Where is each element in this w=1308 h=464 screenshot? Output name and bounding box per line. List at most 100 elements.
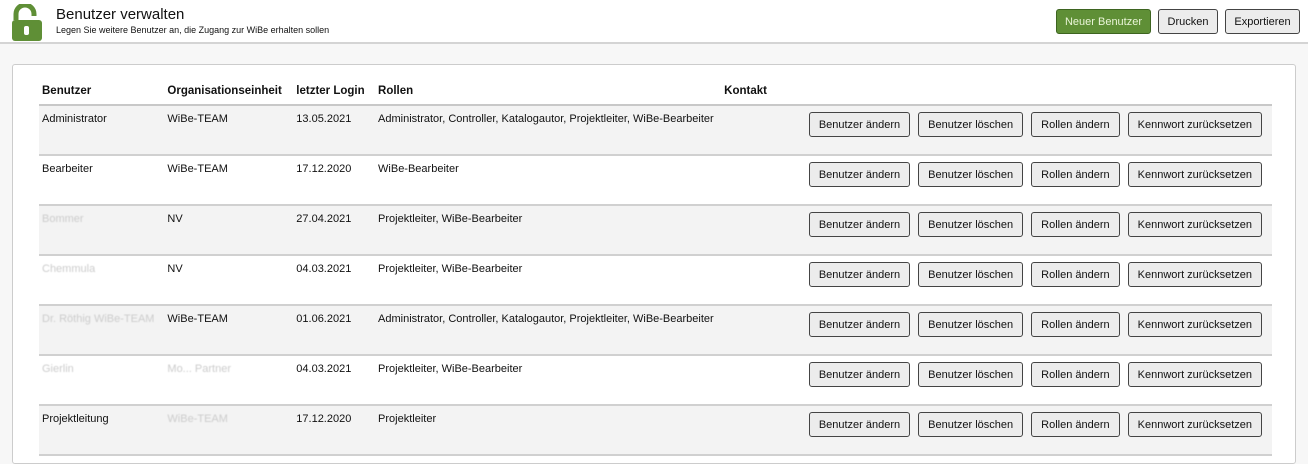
cell-contact bbox=[721, 105, 801, 156]
column-header-contact: Kontakt bbox=[721, 77, 801, 106]
cell-roles-text: Administrator, Controller, Katalogautor,… bbox=[378, 113, 714, 125]
print-button[interactable]: Drucken bbox=[1158, 9, 1218, 34]
row-actions: Benutzer ändern Benutzer löschen Rollen än… bbox=[800, 355, 1272, 406]
edit-roles-button[interactable]: Rollen ändern bbox=[1031, 212, 1120, 237]
row-actions: Benutzer ändern Benutzer löschen Rollen än… bbox=[800, 155, 1272, 206]
delete-user-button[interactable]: Benutzer löschen bbox=[918, 412, 1024, 437]
reset-password-button[interactable]: Kennwort zurücksetzen bbox=[1127, 362, 1262, 387]
cell-login-text: 13.05.2021 bbox=[296, 113, 352, 125]
cell-roles: Projektleiter bbox=[375, 405, 722, 456]
cell-org-text: Mo... Partner bbox=[167, 363, 231, 375]
column-header-org: Organisationseinheit bbox=[164, 77, 294, 106]
page-subtitle: Legen Sie weitere Benutzer an, die Zugan… bbox=[56, 25, 330, 35]
table-row: Bearbeiter WiBe-TEAM 17.12.2020 WiBe-Bearbe… bbox=[39, 155, 1272, 206]
cell-login: 27.04.2021 bbox=[293, 205, 376, 256]
edit-roles-button[interactable]: Rollen ändern bbox=[1031, 362, 1120, 387]
row-actions: Benutzer ändern Benutzer löschen Rollen än… bbox=[800, 255, 1272, 306]
edit-user-button[interactable]: Benutzer ändern bbox=[808, 412, 911, 437]
export-button[interactable]: Exportieren bbox=[1225, 9, 1300, 34]
cell-roles: Projektleiter, WiBe-Bearbeiter bbox=[375, 255, 722, 306]
reset-password-button[interactable]: Kennwort zurücksetzen bbox=[1127, 312, 1262, 337]
edit-roles-button[interactable]: Rollen ändern bbox=[1031, 312, 1120, 337]
cell-roles: Projektleiter, WiBe-Bearbeiter bbox=[375, 205, 722, 256]
edit-user-button[interactable]: Benutzer ändern bbox=[808, 162, 911, 187]
cell-contact bbox=[721, 405, 801, 456]
cell-contact bbox=[721, 205, 801, 256]
cell-roles-text: Projektleiter bbox=[378, 413, 437, 425]
table-row: Dr. Röthig WiBe-TEAM WiBe-TEAM 01.06.2021 A… bbox=[39, 305, 1272, 356]
edit-user-button[interactable]: Benutzer ändern bbox=[808, 262, 911, 287]
cell-user: Projektleitung bbox=[39, 405, 165, 456]
cell-org: WiBe-TEAM bbox=[164, 105, 294, 156]
cell-login-text: 04.03.2021 bbox=[296, 363, 352, 375]
cell-user: Bearbeiter bbox=[39, 155, 165, 206]
cell-user: Chemmula bbox=[39, 255, 165, 306]
delete-user-button[interactable]: Benutzer löschen bbox=[918, 362, 1024, 387]
cell-contact bbox=[721, 305, 801, 356]
cell-login-text: 27.04.2021 bbox=[296, 213, 352, 225]
edit-user-button[interactable]: Benutzer ändern bbox=[808, 212, 911, 237]
cell-contact bbox=[721, 255, 801, 306]
users-card: Benutzer Organisationseinheit letzter Lo… bbox=[12, 64, 1296, 464]
cell-roles: Administrator, Controller, Katalogautor,… bbox=[375, 305, 722, 356]
cell-login-text: 17.12.2020 bbox=[296, 413, 352, 425]
row-actions: Benutzer ändern Benutzer löschen Rollen än… bbox=[800, 405, 1272, 456]
cell-org: NV bbox=[164, 205, 294, 256]
cell-org-text: WiBe-TEAM bbox=[167, 163, 228, 175]
cell-login: 01.06.2021 bbox=[293, 305, 376, 356]
delete-user-button[interactable]: Benutzer löschen bbox=[918, 262, 1024, 287]
row-actions: Benutzer ändern Benutzer löschen Rollen än… bbox=[800, 305, 1272, 356]
reset-password-button[interactable]: Kennwort zurücksetzen bbox=[1127, 262, 1262, 287]
table-row: Chemmula NV 04.03.2021 Projektleiter, WiBe-… bbox=[39, 255, 1272, 306]
cell-login: 04.03.2021 bbox=[293, 255, 376, 306]
cell-roles: WiBe-Bearbeiter bbox=[375, 155, 722, 206]
cell-roles-text: WiBe-Bearbeiter bbox=[378, 163, 459, 175]
edit-roles-button[interactable]: Rollen ändern bbox=[1031, 112, 1120, 137]
reset-password-button[interactable]: Kennwort zurücksetzen bbox=[1127, 412, 1262, 437]
cell-roles-text: Projektleiter, WiBe-Bearbeiter bbox=[378, 213, 523, 225]
edit-user-button[interactable]: Benutzer ändern bbox=[808, 312, 911, 337]
cell-login-text: 01.06.2021 bbox=[296, 313, 352, 325]
edit-roles-button[interactable]: Rollen ändern bbox=[1031, 412, 1120, 437]
delete-user-button[interactable]: Benutzer löschen bbox=[918, 312, 1024, 337]
cell-user-text: Gierlin bbox=[42, 363, 74, 375]
reset-password-button[interactable]: Kennwort zurücksetzen bbox=[1127, 212, 1262, 237]
cell-org: WiBe-TEAM bbox=[164, 305, 294, 356]
table-row: Administrator WiBe-TEAM 13.05.2021 Administ… bbox=[39, 105, 1272, 156]
cell-login: 13.05.2021 bbox=[293, 105, 376, 156]
edit-roles-button[interactable]: Rollen ändern bbox=[1031, 162, 1120, 187]
reset-password-button[interactable]: Kennwort zurücksetzen bbox=[1127, 162, 1262, 187]
table-row: Bommer NV 27.04.2021 Projektleiter, WiBe-Be… bbox=[39, 205, 1272, 256]
cell-user: Gierlin bbox=[39, 355, 165, 406]
users-table: Benutzer Organisationseinheit letzter Lo… bbox=[39, 77, 1272, 456]
unlocked-padlock-icon bbox=[12, 4, 42, 41]
cell-contact bbox=[721, 155, 801, 206]
column-header-roles: Rollen bbox=[375, 77, 722, 106]
edit-user-button[interactable]: Benutzer ändern bbox=[808, 112, 911, 137]
cell-roles-text: Projektleiter, WiBe-Bearbeiter bbox=[378, 363, 523, 375]
cell-user: Administrator bbox=[39, 105, 165, 156]
cell-contact bbox=[721, 355, 801, 406]
cell-login: 17.12.2020 bbox=[293, 405, 376, 456]
delete-user-button[interactable]: Benutzer löschen bbox=[918, 162, 1024, 187]
cell-org-text: WiBe-TEAM bbox=[167, 413, 228, 425]
delete-user-button[interactable]: Benutzer löschen bbox=[918, 112, 1024, 137]
edit-roles-button[interactable]: Rollen ändern bbox=[1031, 262, 1120, 287]
column-header-user: Benutzer bbox=[39, 77, 165, 106]
reset-password-button[interactable]: Kennwort zurücksetzen bbox=[1127, 112, 1262, 137]
new-user-button[interactable]: Neuer Benutzer bbox=[1056, 9, 1151, 34]
cell-org-text: WiBe-TEAM bbox=[167, 313, 228, 325]
cell-roles-text: Projektleiter, WiBe-Bearbeiter bbox=[378, 263, 523, 275]
cell-user: Bommer bbox=[39, 205, 165, 256]
cell-org: Mo... Partner bbox=[164, 355, 294, 406]
cell-login-text: 17.12.2020 bbox=[296, 163, 352, 175]
delete-user-button[interactable]: Benutzer löschen bbox=[918, 212, 1024, 237]
column-header-login: letzter Login bbox=[293, 77, 376, 106]
cell-org-text: NV bbox=[167, 263, 183, 275]
cell-user-text: Bommer bbox=[42, 213, 84, 225]
page-title: Benutzer verwalten bbox=[56, 6, 185, 23]
edit-user-button[interactable]: Benutzer ändern bbox=[808, 362, 911, 387]
row-actions: Benutzer ändern Benutzer löschen Rollen än… bbox=[800, 105, 1272, 156]
cell-login: 17.12.2020 bbox=[293, 155, 376, 206]
cell-login: 04.03.2021 bbox=[293, 355, 376, 406]
